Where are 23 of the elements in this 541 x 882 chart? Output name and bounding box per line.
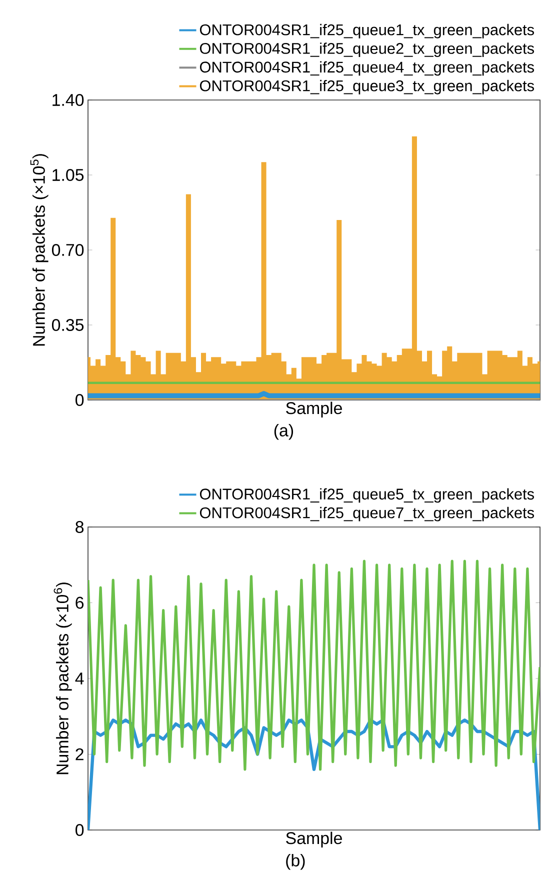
line-series — [88, 560, 540, 771]
text: (a) — [274, 424, 294, 440]
legend-label: ONTOR004SR1_if25_queue7_tx_green_packets — [200, 506, 534, 522]
x-axis-title: Sample — [286, 832, 342, 848]
legend-label: ONTOR004SR1_if25_queue2_tx_green_packets — [200, 42, 534, 57]
y-tick-label: 6 — [76, 596, 84, 609]
y-tick-label: 1.40 — [52, 94, 84, 106]
y-axis-title: Number of packets (×10$^{5}$) — [30, 154, 48, 346]
x-axis-title: Sample — [286, 402, 342, 418]
y-tick-label: 4 — [75, 672, 84, 684]
text: (b) — [286, 854, 305, 870]
y-tick-label: 0 — [76, 394, 84, 406]
legend-label: ONTOR004SR1_if25_queue3_tx_green_packets — [200, 80, 534, 94]
legend-label: ONTOR004SR1_if25_queue4_tx_green_packets — [200, 61, 534, 76]
y-tick-label: 0 — [76, 824, 84, 836]
y-tick-label: 0.35 — [52, 318, 84, 331]
y-tick-label: 8 — [76, 521, 84, 534]
legend-label: ONTOR004SR1_if25_queue1_tx_green_packets — [200, 24, 534, 38]
legend-label: ONTOR004SR1_if25_queue5_tx_green_packets — [200, 488, 534, 503]
y-tick-label: 1.05 — [52, 168, 84, 181]
y-tick-label: 2 — [76, 748, 84, 760]
y-axis-title: Number of packets (×10$^{6}$) — [54, 582, 72, 774]
y-tick-label: 0.70 — [52, 244, 84, 256]
